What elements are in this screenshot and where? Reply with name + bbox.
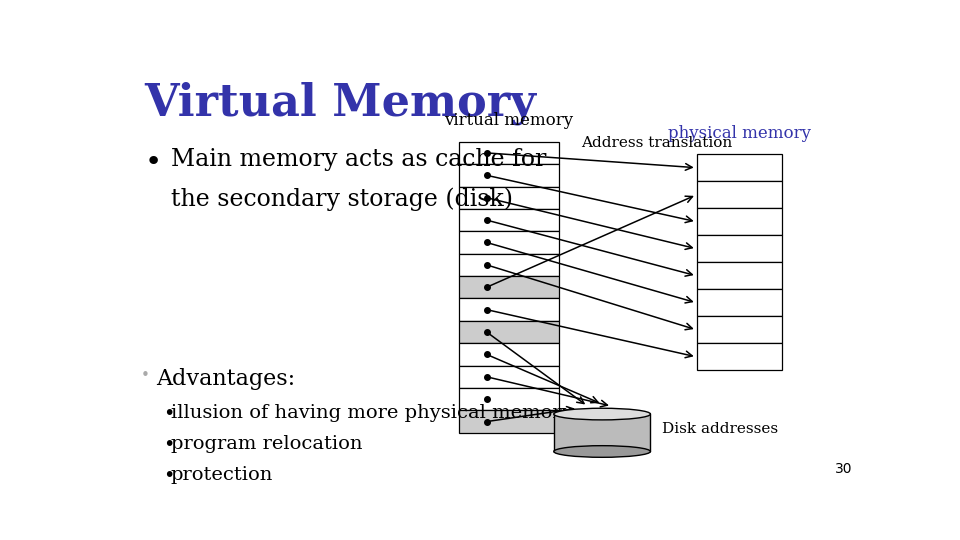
Text: •: • [163,466,175,485]
Bar [459,366,559,388]
Bar [459,164,559,186]
Bar [459,299,559,321]
Text: physical memory: physical memory [668,125,811,141]
Text: Advantages:: Advantages: [156,368,295,390]
Bar [459,410,559,433]
Text: Virtual Memory: Virtual Memory [145,82,537,125]
Bar [697,154,782,181]
Text: protection: protection [171,466,273,484]
Bar [459,254,559,276]
Ellipse shape [554,446,651,457]
Text: •: • [145,148,162,176]
Bar [459,276,559,299]
Text: •: • [163,435,175,454]
Bar [697,208,782,235]
Bar [697,181,782,208]
Text: •: • [141,368,150,383]
Bar [459,141,559,164]
Bar [459,186,559,209]
Text: program relocation: program relocation [171,435,362,453]
Bar [459,231,559,254]
Bar [697,316,782,343]
Text: illusion of having more physical memory: illusion of having more physical memory [171,404,572,422]
Bar [697,262,782,289]
Bar [459,321,559,343]
Text: Disk addresses: Disk addresses [661,422,778,436]
Ellipse shape [554,408,651,420]
Text: 30: 30 [835,462,852,476]
Bar [459,209,559,231]
Text: the secondary storage (disk): the secondary storage (disk) [171,187,513,211]
Bar [459,343,559,366]
Text: virtual memory: virtual memory [444,112,573,129]
Text: Address translation: Address translation [582,136,732,150]
Bar [459,388,559,410]
Text: •: • [163,404,175,423]
Bar [697,343,782,370]
Text: Main memory acts as cache for: Main memory acts as cache for [171,148,546,171]
Bar [554,414,651,451]
Bar [697,289,782,316]
Bar [697,235,782,262]
